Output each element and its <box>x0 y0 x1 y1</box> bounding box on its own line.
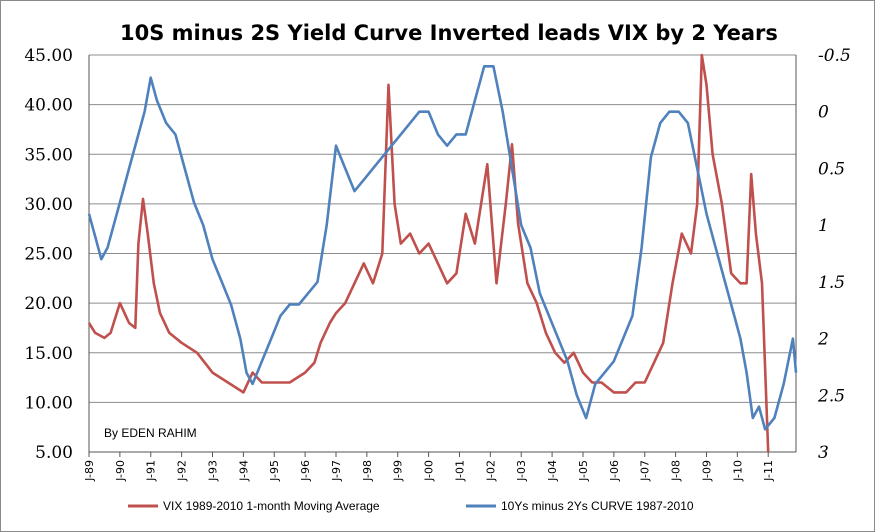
x-tick-label: J-96 <box>299 460 312 482</box>
x-tick-label: J-94 <box>237 460 250 482</box>
x-tick-label: J-06 <box>608 460 621 482</box>
y-right-tick-label: 2 <box>817 330 829 350</box>
y-right-tick-label: 2.5 <box>817 386 845 406</box>
x-tick-label: J-11 <box>762 460 775 482</box>
x-tick-label: J-05 <box>577 460 590 482</box>
y-left-tick-label: 40.00 <box>24 96 73 116</box>
x-tick-label: J-03 <box>515 460 528 482</box>
y-left-tick-label: 20.00 <box>24 294 73 314</box>
x-tick-label: J-02 <box>484 460 497 482</box>
y-right-tick-label: 0.5 <box>818 159 845 179</box>
y-right-tick-label: 3 <box>818 443 829 463</box>
x-tick-label: J-04 <box>546 460 559 482</box>
y-right-tick-label: 1 <box>818 216 829 236</box>
y-left-tick-label: 30.00 <box>24 195 73 215</box>
x-tick-label: J-90 <box>114 460 127 482</box>
y-left-tick-label: 15.00 <box>24 344 73 364</box>
chart-title: 10S minus 2S Yield Curve Inverted leads … <box>120 21 778 45</box>
x-tick-label: J-09 <box>700 460 713 482</box>
x-tick-label: J-91 <box>145 460 158 482</box>
series-lines <box>87 53 798 453</box>
x-tick-label: J-01 <box>453 460 466 482</box>
author-annotation: By EDEN RAHIM <box>104 426 197 440</box>
legend: VIX 1989-2010 1-month Moving Average 10Ys… <box>128 499 694 513</box>
x-tick-label: J-97 <box>330 460 343 482</box>
y-left-tick-label: 45.00 <box>24 46 73 66</box>
y-left-tick-label: 5.00 <box>35 443 73 463</box>
legend-label-vix: VIX 1989-2010 1-month Moving Average <box>163 499 380 513</box>
y-right-tick-label: 1.5 <box>818 273 845 293</box>
x-tick-label: J-07 <box>639 460 652 482</box>
legend-label-yield-curve: 10Ys minus 2Ys CURVE 1987-2010 <box>501 499 694 513</box>
series-line-vix <box>87 53 770 453</box>
y-left-tick-label: 10.00 <box>24 393 73 413</box>
x-tick-label: J-93 <box>206 460 219 482</box>
axes: 45.0040.0035.0030.0025.0020.0015.0010.00… <box>24 46 850 482</box>
x-tick-label: J-08 <box>670 460 683 482</box>
x-tick-label: J-95 <box>268 460 281 482</box>
y-right-tick-label: 0 <box>818 103 829 123</box>
y-left-tick-label: 35.00 <box>24 145 73 165</box>
y-left-tick-label: 25.00 <box>24 245 73 265</box>
x-tick-label: J-10 <box>731 460 744 482</box>
y-right-tick-label: -0.5 <box>818 46 851 66</box>
series-line-yield-curve <box>87 65 798 431</box>
x-tick-label: J-98 <box>361 460 374 482</box>
x-tick-label: J-92 <box>176 460 189 482</box>
x-tick-label: J-89 <box>83 460 96 482</box>
x-tick-label: J-00 <box>423 460 436 482</box>
x-tick-label: J-99 <box>392 460 405 482</box>
